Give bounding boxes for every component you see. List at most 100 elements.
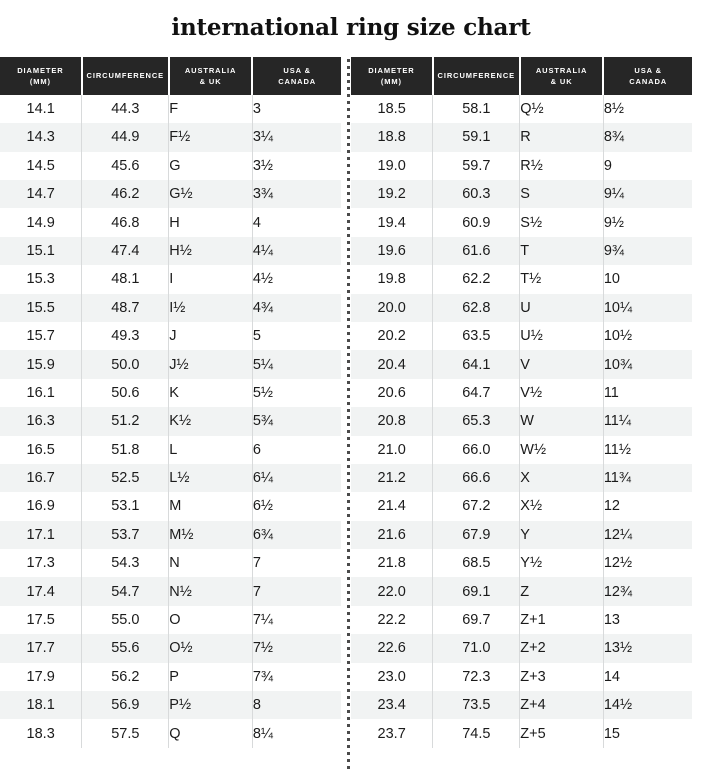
left-table-body: 14.1 44.3 F 3 14.3 44.9 F½ 3¼ 14.5 45.6 G 3½ 14.7 46.…	[0, 94, 341, 748]
cell-usa-canada: 10	[603, 271, 620, 288]
cell-australia-uk: Q	[168, 719, 253, 748]
column-header-circumference-label: CIRCUMFERENCE	[437, 71, 516, 81]
cell-usa-canada: 8¼	[252, 725, 273, 742]
table-row: 22.0 69.1 Z 12¾	[351, 577, 692, 606]
column-header-usa-sub: CANADA	[629, 76, 668, 86]
table-row: 14.9 46.8 H 4	[0, 208, 341, 237]
cell-circumference: 51.8	[81, 435, 170, 464]
cell-diameter: 23.7	[351, 719, 434, 748]
cell-usa-canada: 8¾	[603, 129, 624, 146]
cell-circumference: 66.0	[432, 435, 521, 464]
cell-diameter: 21.2	[351, 463, 434, 493]
cell-usa-canada: 3¾	[252, 186, 273, 203]
cell-diameter: 15.5	[0, 293, 83, 322]
cell-australia-uk: Z+4	[519, 691, 604, 720]
column-header-usa-label: USA &	[283, 65, 311, 75]
table-row: 19.0 59.7 R½ 9	[351, 151, 692, 180]
cell-australia-uk: P	[168, 662, 253, 692]
cell-usa-canada: 15	[603, 725, 620, 742]
cell-diameter: 14.1	[0, 94, 83, 124]
table-row: 23.7 74.5 Z+5 15	[351, 719, 692, 748]
cell-circumference: 57.5	[81, 719, 170, 748]
column-header-usa-canada: USA & CANADA	[603, 56, 692, 95]
table-row: 17.4 54.7 N½ 7	[0, 577, 341, 606]
table-row: 15.7 49.3 J 5	[0, 321, 341, 351]
cell-usa-canada: 9	[603, 157, 612, 174]
cell-australia-uk: Q½	[519, 94, 604, 124]
cell-australia-uk: V	[519, 350, 604, 379]
cell-circumference: 45.6	[81, 151, 170, 180]
column-header-australia-uk: AUSTRALIA & UK	[519, 56, 605, 95]
cell-australia-uk: F	[168, 94, 253, 124]
table-row: 17.9 56.2 P 7¾	[0, 662, 341, 692]
cell-diameter: 15.3	[0, 265, 83, 294]
cell-diameter: 22.0	[351, 577, 434, 606]
column-header-australia-label: AUSTRALIA	[535, 65, 588, 75]
cell-diameter: 16.7	[0, 463, 83, 493]
cell-australia-uk: J	[168, 321, 253, 351]
cell-australia-uk: S	[519, 179, 604, 209]
cell-usa-canada: 4¼	[252, 242, 273, 259]
cell-usa-canada: 10¾	[603, 356, 633, 373]
right-table-body: 18.5 58.1 Q½ 8½ 18.8 59.1 R 8¾ 19.0 59.7 R½ 9 19.2 60…	[351, 94, 692, 748]
table-row: 22.6 71.0 Z+2 13½	[351, 634, 692, 663]
cell-circumference: 52.5	[81, 463, 170, 493]
cell-australia-uk: X	[519, 463, 604, 493]
vertical-dotted-divider	[347, 58, 350, 773]
cell-circumference: 56.9	[81, 691, 170, 720]
table-row: 20.2 63.5 U½ 10½	[351, 321, 692, 351]
cell-australia-uk: L	[168, 435, 253, 464]
cell-diameter: 17.5	[0, 605, 83, 635]
table-row: 18.5 58.1 Q½ 8½	[351, 94, 692, 124]
table-row: 21.0 66.0 W½ 11½	[351, 435, 692, 464]
cell-australia-uk: I	[168, 265, 253, 294]
cell-usa-canada: 10½	[603, 328, 633, 345]
table-row: 15.9 50.0 J½ 5¼	[0, 350, 341, 379]
table-row: 21.2 66.6 X 11¾	[351, 463, 692, 493]
cell-australia-uk: R½	[519, 151, 604, 180]
cell-circumference: 49.3	[81, 321, 170, 351]
cell-circumference: 71.0	[432, 634, 521, 663]
cell-australia-uk: P½	[168, 691, 253, 720]
column-header-australia-sub: & UK	[199, 76, 222, 86]
table-row: 16.9 53.1 M 6½	[0, 492, 341, 521]
cell-australia-uk: K	[168, 378, 253, 408]
cell-usa-canada: 6¼	[252, 470, 273, 487]
cell-diameter: 16.3	[0, 407, 83, 436]
cell-australia-uk: K½	[168, 407, 253, 436]
cell-circumference: 51.2	[81, 407, 170, 436]
cell-circumference: 64.7	[432, 378, 521, 408]
cell-usa-canada: 6	[252, 441, 261, 458]
cell-usa-canada: 6¾	[252, 526, 273, 543]
cell-diameter: 23.4	[351, 691, 434, 720]
cell-usa-canada: 9¾	[603, 242, 624, 259]
cell-circumference: 67.9	[432, 520, 521, 550]
cell-usa-canada: 11¼	[603, 413, 631, 430]
table-row: 14.5 45.6 G 3½	[0, 151, 341, 180]
cell-usa-canada: 11	[603, 384, 619, 401]
cell-usa-canada: 5¼	[252, 356, 273, 373]
cell-circumference: 46.2	[81, 179, 170, 209]
cell-circumference: 66.6	[432, 463, 521, 493]
table-row: 16.5 51.8 L 6	[0, 435, 341, 464]
cell-diameter: 16.9	[0, 492, 83, 521]
table-row: 20.6 64.7 V½ 11	[351, 378, 692, 408]
cell-circumference: 61.6	[432, 236, 521, 266]
right-size-table-block: DIAMETER (mm) CIRCUMFERENCE AUSTRALIA & …	[351, 56, 692, 748]
cell-australia-uk: Z+1	[519, 605, 604, 635]
page-title: international ring size chart	[171, 15, 531, 42]
cell-circumference: 44.9	[81, 123, 170, 152]
table-row: 15.3 48.1 I 4½	[0, 265, 341, 294]
cell-usa-canada: 3	[252, 101, 261, 117]
table-row: 19.8 62.2 T½ 10	[351, 265, 692, 294]
cell-australia-uk: J½	[168, 350, 253, 379]
cell-australia-uk: H	[168, 208, 253, 237]
cell-usa-canada: 3½	[252, 157, 273, 174]
cell-australia-uk: U	[519, 293, 604, 322]
left-size-table-block: DIAMETER (mm) CIRCUMFERENCE AUSTRALIA & …	[0, 56, 341, 748]
cell-circumference: 69.1	[432, 577, 521, 606]
cell-diameter: 15.1	[0, 236, 83, 266]
cell-australia-uk: V½	[519, 378, 604, 408]
cell-diameter: 18.3	[0, 719, 83, 748]
cell-usa-canada: 13½	[603, 640, 633, 657]
